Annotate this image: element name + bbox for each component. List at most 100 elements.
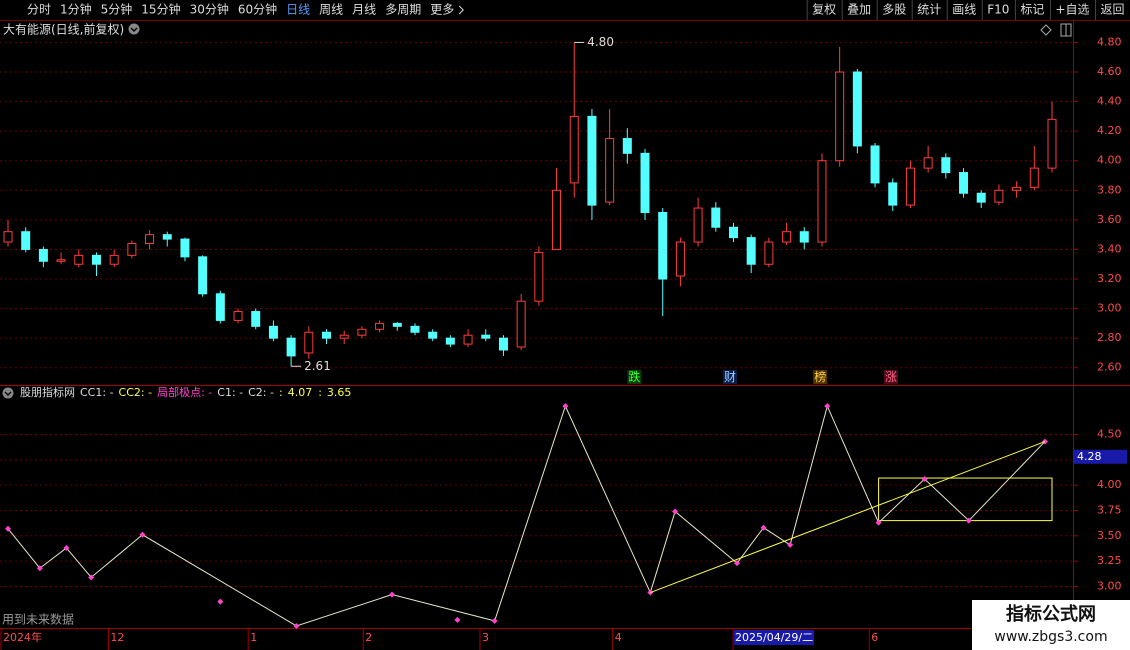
candle-body	[870, 145, 880, 184]
tool-button[interactable]: +自选	[1055, 3, 1089, 17]
candle-body	[569, 115, 579, 184]
candle-body	[852, 71, 862, 147]
event-marker[interactable]: 涨	[885, 369, 897, 384]
candle-body	[923, 157, 933, 169]
period-button[interactable]: 分时	[27, 3, 51, 17]
x-tick-label: 1	[250, 631, 257, 644]
extreme-point	[5, 525, 11, 532]
extreme-point	[921, 476, 928, 483]
candle-body	[1029, 167, 1039, 188]
extreme-point	[491, 617, 498, 624]
event-marker-box	[627, 370, 642, 384]
candle-body	[552, 189, 562, 250]
candle-body	[251, 311, 261, 327]
candle-body	[888, 182, 898, 206]
tool-button[interactable]: 画线	[952, 3, 976, 17]
period-button[interactable]: 月线	[352, 3, 376, 17]
candle-body	[339, 334, 349, 339]
extreme-point	[562, 403, 569, 410]
title-menu-icon[interactable]	[128, 23, 140, 35]
tool-button[interactable]: 复权	[812, 3, 836, 17]
candle-body	[675, 241, 685, 277]
tool-button[interactable]: 多股	[882, 3, 906, 17]
watermark-box	[972, 600, 1130, 650]
x-tick-label: 2	[365, 631, 372, 644]
extreme-point	[760, 524, 767, 531]
candle-body	[1047, 118, 1057, 169]
x-tick-label: 6	[871, 631, 878, 644]
extreme-point	[454, 616, 461, 623]
tool-button[interactable]: 统计	[917, 3, 941, 17]
candle-body	[268, 325, 278, 339]
period-button[interactable]: 60分钟	[238, 2, 277, 17]
tool-button[interactable]: 标记	[1020, 3, 1044, 17]
legend-item: 局部极点: -	[157, 385, 212, 399]
y-tick-label: 3.50	[1097, 529, 1122, 542]
candle-body	[215, 293, 225, 321]
event-marker-box	[722, 370, 737, 384]
y-tick-label: 3.25	[1097, 554, 1122, 567]
candle-body	[127, 243, 137, 256]
period-button[interactable]: 日线	[286, 3, 310, 17]
extreme-point	[36, 565, 43, 572]
y-tick-label: 4.00	[1097, 154, 1122, 167]
annotation-label: 2.61	[304, 359, 331, 373]
legend-item: :	[318, 386, 322, 399]
candle-body	[994, 189, 1004, 203]
legend-value: 3.65	[327, 386, 352, 399]
event-marker[interactable]: 榜	[814, 369, 826, 384]
period-button[interactable]: 15分钟	[141, 2, 180, 17]
event-marker[interactable]: 跌	[628, 369, 640, 384]
candle-body	[905, 167, 915, 206]
period-button[interactable]: 多周期	[385, 3, 421, 17]
tool-button[interactable]: 返回	[1100, 3, 1124, 17]
tool-button[interactable]: F10	[987, 3, 1009, 17]
candle-body	[91, 254, 101, 265]
event-marker[interactable]: 财	[724, 370, 736, 384]
y-tick-label: 4.00	[1097, 478, 1122, 491]
period-button[interactable]: 更多	[430, 3, 454, 17]
candle-body	[764, 241, 774, 265]
candle-body	[145, 234, 155, 245]
candle-body	[782, 231, 792, 243]
period-button[interactable]: 周线	[319, 3, 343, 17]
indicator-menu-chevron	[4, 391, 12, 396]
x-tick-label: 3	[482, 631, 489, 644]
tool-button[interactable]: 叠加	[847, 3, 871, 17]
annotation-label: 4.80	[587, 35, 614, 49]
candle-body	[392, 322, 402, 327]
candle-body	[587, 115, 597, 206]
candle-body	[445, 337, 455, 345]
candle-body	[322, 331, 332, 339]
candle-body	[74, 254, 84, 265]
indicator-menu-icon[interactable]	[2, 387, 14, 399]
last-value-label: 4.28	[1077, 450, 1102, 463]
y-tick-label: 3.00	[1097, 579, 1122, 592]
x-tick-label: 2025/04/29/二	[735, 631, 813, 644]
candle-body	[463, 334, 473, 345]
event-marker-box	[813, 370, 828, 384]
period-button[interactable]: 1分钟	[60, 2, 92, 17]
period-button[interactable]: 30分钟	[190, 2, 229, 17]
extreme-point	[824, 403, 831, 410]
candle-body	[835, 71, 845, 162]
y-tick-label: 3.60	[1097, 213, 1122, 226]
candle-body	[498, 337, 508, 351]
y-tick-label: 4.50	[1097, 427, 1122, 440]
indicator-line	[650, 441, 1046, 594]
candle-body	[817, 160, 827, 243]
legend-item: CC1: -	[80, 386, 114, 399]
extreme-point	[388, 591, 395, 598]
diamond-icon[interactable]	[1040, 24, 1052, 36]
y-tick-label: 4.60	[1097, 65, 1122, 78]
y-tick-label: 2.60	[1097, 361, 1122, 374]
candle-body	[428, 331, 438, 339]
y-tick-label: 3.20	[1097, 272, 1122, 285]
candle-body	[3, 231, 13, 243]
extreme-point	[965, 517, 972, 524]
chart-title: 大有能源(日线,前复权)	[3, 22, 124, 37]
period-button[interactable]: 5分钟	[101, 2, 133, 17]
y-tick-label: 4.80	[1097, 35, 1122, 48]
